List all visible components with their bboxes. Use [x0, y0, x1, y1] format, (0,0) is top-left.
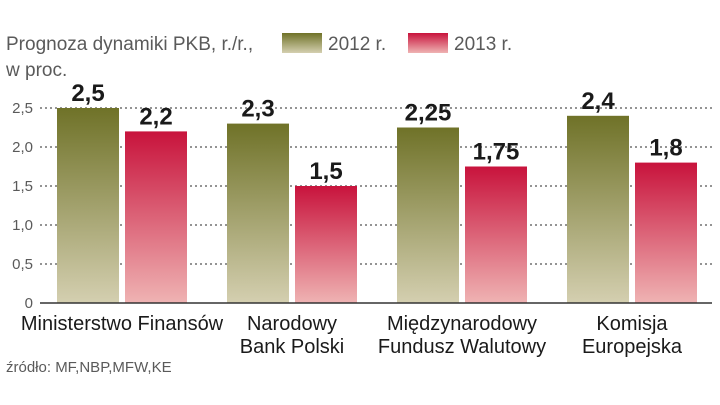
data-label: 2,2 — [139, 103, 172, 130]
y-tick-label: 0,5 — [12, 256, 33, 273]
bar-2013 — [635, 162, 697, 303]
y-tick-label: 2,0 — [12, 139, 33, 156]
legend-label-2012: 2012 r. — [328, 34, 386, 55]
y-tick-label: 1,0 — [12, 217, 33, 234]
data-label: 2,4 — [581, 88, 615, 115]
bar-2012 — [57, 108, 119, 303]
category-label: Narodowy — [247, 313, 337, 335]
category-label: Fundusz Walutowy — [378, 336, 546, 358]
data-label: 1,5 — [309, 158, 342, 185]
category-label: Europejska — [582, 336, 683, 358]
bars — [57, 108, 697, 303]
category-label: Międzynarodowy — [387, 313, 537, 335]
data-label: 1,8 — [649, 135, 682, 162]
legend-swatch-2013 — [408, 33, 448, 53]
bar-2012 — [567, 115, 629, 303]
y-tick-label: 0 — [25, 295, 33, 312]
data-label: 2,25 — [405, 100, 452, 127]
legend-label-2013: 2013 r. — [454, 34, 512, 55]
y-axis-ticks: 0 0,5 1,0 1,5 2,0 2,5 — [12, 100, 33, 312]
category-label: Ministerstwo Finansów — [21, 313, 224, 335]
bar-2013 — [465, 166, 527, 303]
legend-swatch-2012 — [282, 33, 322, 53]
y-tick-label: 2,5 — [12, 100, 33, 117]
category-label: Komisja — [596, 313, 668, 335]
data-label: 1,75 — [473, 139, 520, 166]
bar-2012 — [397, 127, 459, 303]
data-label: 2,3 — [241, 96, 274, 123]
chart-title-line-1: Prognoza dynamiki PKB, r./r., — [6, 34, 253, 55]
bar-2013 — [295, 186, 357, 303]
bar-2012 — [227, 123, 289, 303]
data-label: 2,5 — [71, 80, 104, 107]
chart-title-line-2: w proc. — [5, 60, 67, 81]
source-note: źródło: MF,NBP,MFW,KE — [6, 359, 172, 376]
y-tick-label: 1,5 — [12, 178, 33, 195]
category-label: Bank Polski — [240, 336, 345, 358]
bar-2013 — [125, 131, 187, 303]
value-labels: 2,5 2,2 2,3 1,5 2,25 1,75 2,4 1,8 — [71, 80, 682, 185]
